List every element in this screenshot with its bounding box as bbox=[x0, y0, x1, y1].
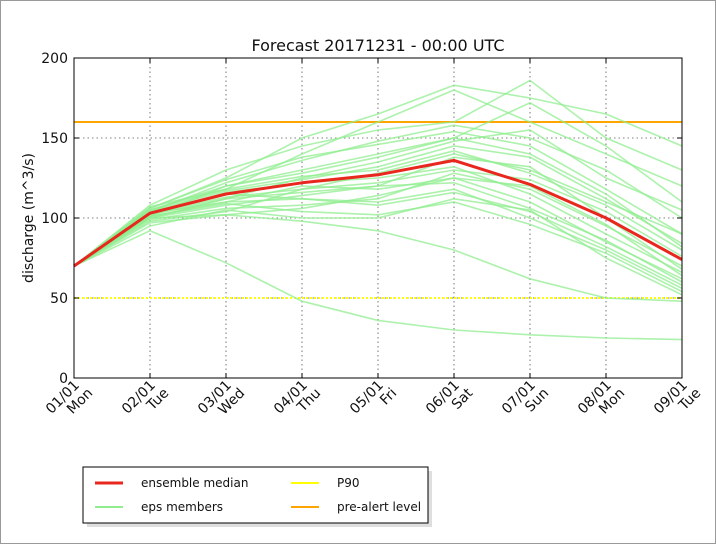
legend-label-pre-alert-level: pre-alert level bbox=[337, 500, 421, 514]
y-axis-label: discharge (m^3/s) bbox=[21, 153, 37, 283]
legend-label-p90: P90 bbox=[337, 476, 360, 490]
ensemble-median-line bbox=[73, 158, 683, 268]
legend-label-ensemble-median: ensemble median bbox=[141, 476, 248, 490]
eps-member-line bbox=[73, 101, 683, 267]
eps-member-line bbox=[73, 213, 683, 302]
y-tick-label: 200 bbox=[41, 51, 68, 67]
eps-member-line bbox=[73, 172, 683, 267]
eps-member-line bbox=[73, 145, 683, 267]
y-tick-label: 100 bbox=[41, 211, 68, 227]
y-tick-label: 150 bbox=[41, 131, 68, 147]
eps-member-line bbox=[73, 130, 683, 267]
eps-member-line bbox=[73, 229, 683, 341]
eps-member-line bbox=[73, 153, 683, 267]
grid-lines bbox=[74, 58, 682, 378]
y-tick-label: 50 bbox=[50, 291, 68, 307]
y-tick-label: 0 bbox=[59, 371, 68, 387]
eps-member-line bbox=[73, 79, 683, 267]
y-ticks: 0 50 100 150 200 bbox=[41, 51, 682, 387]
legend-box bbox=[82, 466, 429, 524]
median-series bbox=[73, 158, 683, 268]
legend-label-eps-members: eps members bbox=[141, 500, 223, 514]
eps-member-line bbox=[73, 149, 683, 267]
eps-member-line bbox=[73, 177, 683, 277]
eps-member-line bbox=[73, 89, 683, 267]
eps-member-line bbox=[73, 181, 683, 283]
legend: ensemble median eps members P90 pre-aler… bbox=[82, 466, 432, 527]
chart-title: Forecast 20171231 - 00:00 UTC bbox=[251, 36, 504, 55]
eps-member-line bbox=[73, 201, 683, 293]
